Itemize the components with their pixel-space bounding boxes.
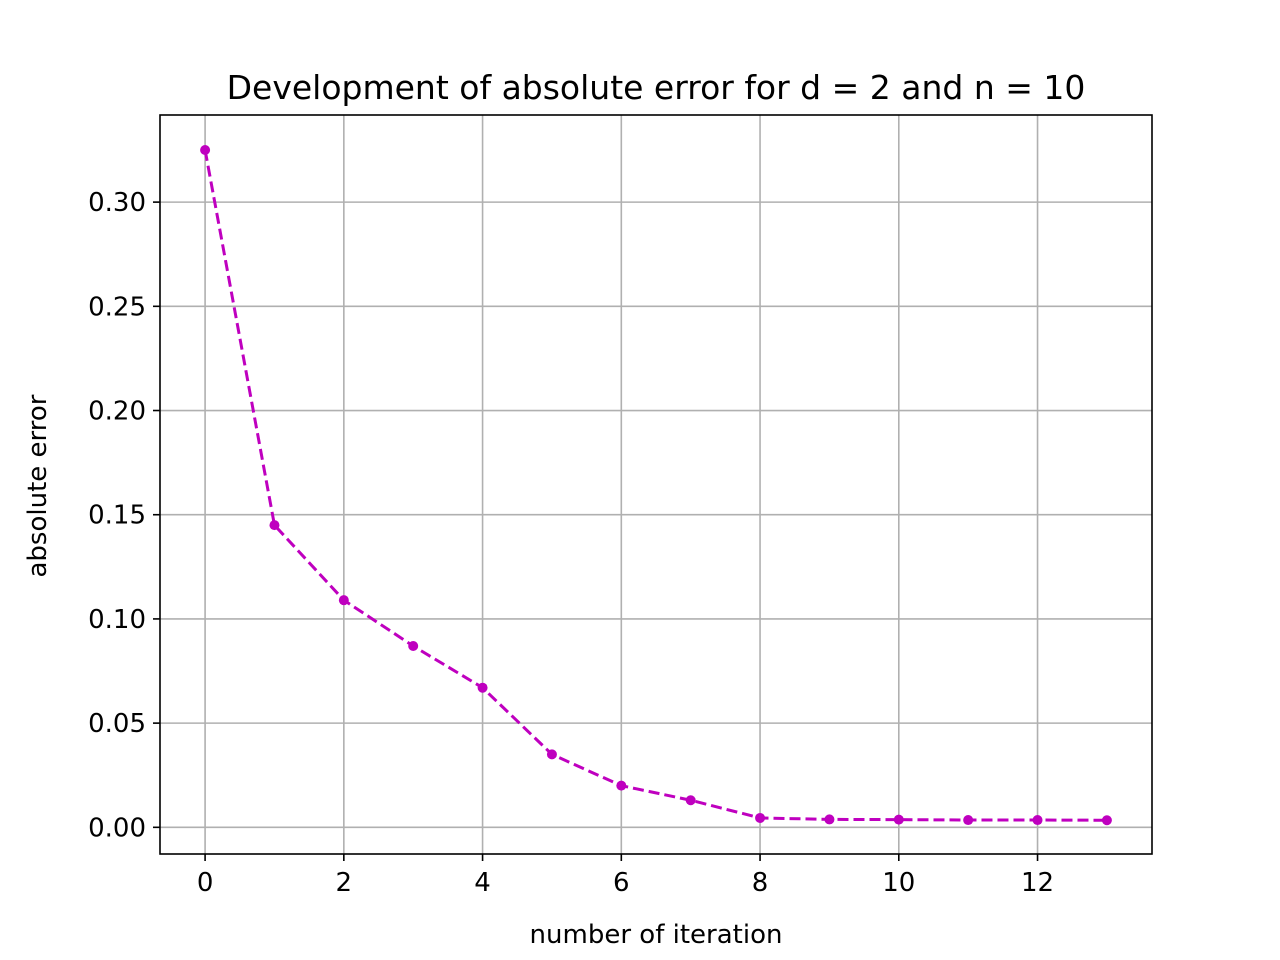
y-axis-label: absolute error <box>23 394 53 577</box>
x-tick-label: 12 <box>1021 868 1054 898</box>
chart-title: Development of absolute error for d = 2 … <box>227 68 1086 107</box>
axis-ticks: 0 2 4 6 8 10 12 0.00 0.05 0.10 0.15 0.20 0.25 0.30 <box>88 188 1054 898</box>
y-tick-label: 0.30 <box>88 188 146 218</box>
data-point <box>269 520 280 531</box>
data-point <box>755 812 766 823</box>
data-point <box>824 814 835 825</box>
data-point <box>408 641 419 652</box>
data-point <box>546 749 557 760</box>
data-point <box>1101 815 1112 826</box>
data-point <box>685 795 696 806</box>
x-tick-label: 2 <box>336 868 353 898</box>
grid <box>160 115 1152 854</box>
series-line <box>203 149 1107 822</box>
data-point <box>616 780 627 791</box>
data-point <box>477 682 488 693</box>
x-tick-label: 0 <box>197 868 214 898</box>
data-point <box>1032 815 1043 826</box>
x-tick-label: 10 <box>882 868 915 898</box>
y-tick-label: 0.25 <box>88 292 146 322</box>
x-tick-label: 4 <box>474 868 491 898</box>
data-point <box>963 815 974 826</box>
y-tick-label: 0.00 <box>88 813 146 843</box>
plot-area-frame <box>159 114 1153 855</box>
series-layer <box>200 145 1112 826</box>
data-point <box>338 595 349 606</box>
y-tick-label: 0.20 <box>88 397 146 427</box>
x-tick-label: 8 <box>752 868 769 898</box>
y-tick-label: 0.15 <box>88 501 146 531</box>
y-tick-label: 0.05 <box>88 709 146 739</box>
x-tick-label: 6 <box>613 868 630 898</box>
y-tick-label: 0.10 <box>88 605 146 635</box>
data-point <box>893 814 904 825</box>
x-axis-label: number of iteration <box>530 920 783 950</box>
data-point <box>200 145 211 156</box>
